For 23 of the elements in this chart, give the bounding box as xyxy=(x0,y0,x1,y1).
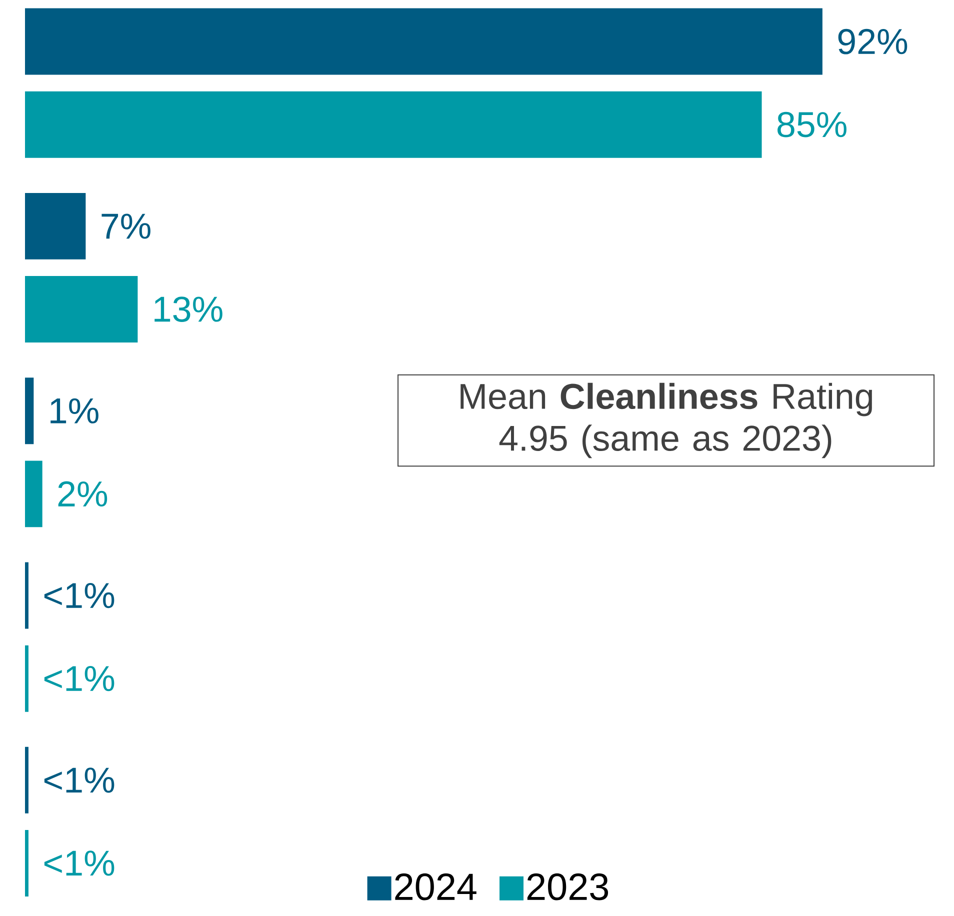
legend-label: 2023 xyxy=(527,873,608,900)
bar xyxy=(25,830,28,896)
data-label: <1% xyxy=(44,666,114,692)
data-label: <1% xyxy=(44,582,114,608)
data-label: <1% xyxy=(44,768,114,793)
data-label: 85% xyxy=(778,112,846,138)
bar xyxy=(25,378,34,444)
data-label: 2% xyxy=(58,481,108,507)
bar xyxy=(25,746,28,814)
data-label: 13% xyxy=(154,296,222,322)
data-label: 92% xyxy=(838,28,908,54)
bar xyxy=(25,276,138,343)
bar xyxy=(25,91,762,158)
annotation: Mean Cleanliness Rating 4.95 (same as 2023) xyxy=(460,382,872,458)
bar xyxy=(25,460,42,528)
bar xyxy=(25,8,822,75)
legend-label: 2024 xyxy=(395,873,476,900)
data-label: 1% xyxy=(50,398,98,424)
bar xyxy=(25,645,28,712)
bar xyxy=(25,562,28,629)
data-label: 7% xyxy=(102,214,150,239)
data-label: <1% xyxy=(44,850,114,876)
bar xyxy=(25,192,86,260)
